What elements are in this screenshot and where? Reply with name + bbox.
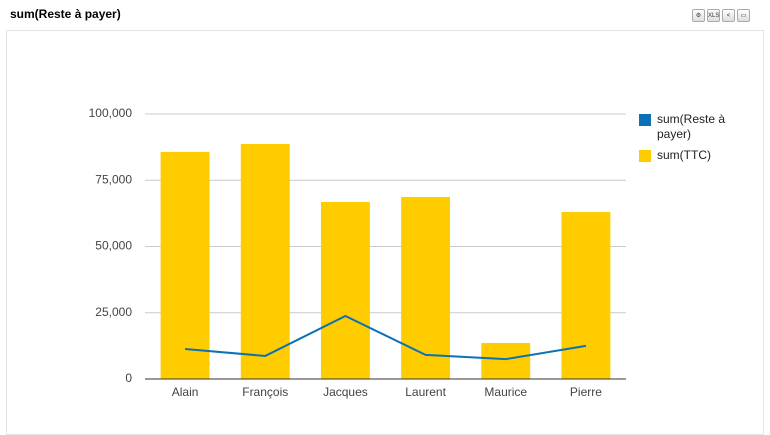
x-tick-label: Maurice (484, 385, 527, 399)
x-tick-label: Alain (172, 385, 199, 399)
bar (481, 342, 531, 379)
maximize-button[interactable]: ▭ (737, 9, 750, 22)
x-tick-label: Laurent (405, 385, 446, 399)
legend: sum(Reste à payer) sum(TTC) (639, 112, 754, 169)
y-tick-label: 25,000 (95, 305, 132, 319)
export-xls-button[interactable]: XLS (707, 9, 720, 22)
bar (401, 196, 451, 379)
bar (561, 212, 611, 379)
y-tick-label: 100,000 (89, 106, 133, 120)
settings-button[interactable]: ⚙ (692, 9, 705, 22)
x-tick-label: Jacques (323, 385, 368, 399)
x-tick-label: Pierre (570, 385, 602, 399)
legend-label: sum(TTC) (657, 148, 711, 162)
bar (160, 151, 210, 379)
legend-swatch (639, 114, 651, 126)
legend-swatch (639, 150, 651, 162)
toolbar: ⚙ XLS < ▭ (692, 9, 750, 22)
y-tick-label: 50,000 (95, 239, 132, 253)
legend-item[interactable]: sum(TTC) (639, 148, 754, 163)
bar (240, 143, 290, 379)
legend-label: sum(Reste à payer) (657, 112, 726, 141)
x-tick-label: François (242, 385, 288, 399)
share-button[interactable]: < (722, 9, 735, 22)
y-tick-label: 0 (125, 371, 132, 385)
bar (320, 201, 370, 379)
line (184, 314, 587, 361)
y-tick-label: 75,000 (95, 172, 132, 186)
legend-item[interactable]: sum(Reste à payer) (639, 112, 754, 142)
widget-title: sum(Reste à payer) (10, 7, 121, 21)
